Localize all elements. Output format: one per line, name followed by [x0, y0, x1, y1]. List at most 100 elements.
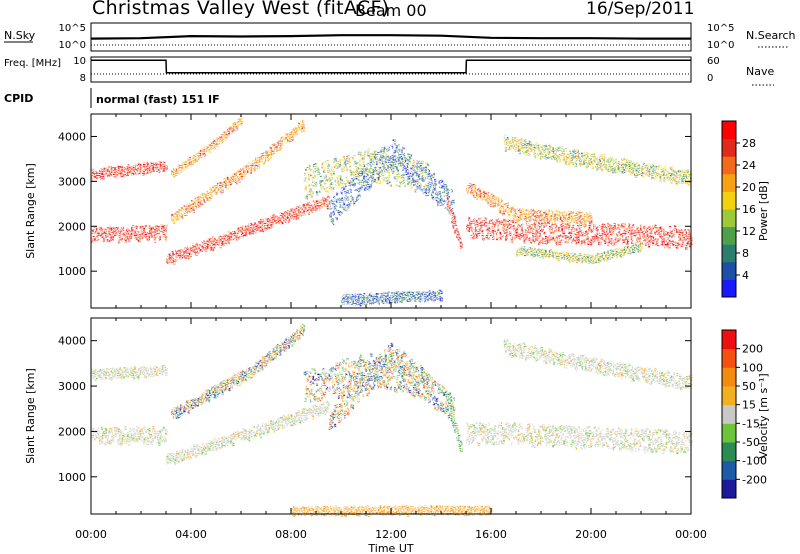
power-scatter-point: [201, 193, 204, 197]
power-scatter-point: [594, 259, 597, 264]
power-scatter-point: [452, 199, 455, 205]
power-scatter-point: [152, 168, 155, 173]
power-scatter-point: [436, 290, 439, 295]
velocity-scatter-point: [159, 369, 162, 373]
velocity-scatter-point: [154, 365, 157, 368]
power-scatter-point: [307, 210, 310, 216]
power-scatter-point: [383, 146, 387, 150]
power-scatter-point: [363, 167, 366, 172]
power-scatter-point: [608, 249, 612, 254]
power-scatter-point: [688, 234, 692, 240]
power-scatter-point: [606, 226, 609, 232]
power-scatter-point: [445, 186, 448, 191]
power-scatter-point: [224, 132, 227, 137]
velocity-scatter-point: [165, 371, 168, 376]
velocity-scatter-point: [149, 440, 152, 443]
power-scatter-point: [379, 300, 382, 303]
power-scatter-point: [507, 219, 510, 225]
power-scatter-point: [112, 172, 115, 177]
power-scatter-point: [558, 158, 562, 164]
power-scatter-point: [503, 134, 506, 140]
power-scatter-point: [436, 192, 439, 195]
velocity-scatter-point: [118, 367, 121, 371]
velocity-scatter-point: [150, 368, 153, 373]
power-scatter-point: [678, 230, 682, 235]
power-scatter-point: [186, 210, 189, 213]
power-scatter-point: [597, 237, 600, 242]
power-scatter-point: [393, 139, 397, 145]
power-scatter-point: [223, 236, 227, 240]
power-scatter-point: [153, 234, 156, 237]
power-scatter-point: [380, 159, 383, 162]
power-scatter-point: [604, 237, 607, 241]
power-scatter-point: [431, 189, 434, 195]
power-scatter-point: [606, 234, 609, 238]
power-scatter-point: [398, 295, 402, 299]
power-scatter-point: [197, 155, 200, 159]
power-scatter-point: [289, 217, 293, 220]
power-scatter-point: [513, 215, 516, 219]
power-scatter-point: [419, 295, 423, 298]
power-scatter-point: [369, 300, 372, 305]
power-scatter-point: [347, 196, 350, 202]
power-scatter-point: [635, 247, 638, 252]
power-scatter-point: [148, 233, 151, 239]
velocity-scatter-point: [145, 369, 148, 372]
power-scatter-point: [488, 226, 491, 230]
power-scatter-point: [137, 162, 140, 166]
power-scatter-point: [501, 202, 504, 205]
velocity-scatter-point: [128, 373, 131, 377]
velocity-scatter-point: [111, 371, 114, 375]
power-scatter-point: [327, 195, 330, 199]
power-scatter-point: [236, 125, 239, 128]
velocity-scatter-point: [146, 441, 149, 446]
power-scatter-point: [650, 230, 653, 236]
power-scatter-point: [639, 241, 643, 245]
power-scatter-point: [114, 167, 118, 172]
power-scatter-point: [185, 164, 188, 169]
power-scatter-point: [414, 298, 417, 302]
power-scatter-point: [661, 166, 664, 170]
power-scatter-point: [185, 246, 188, 249]
power-scatter-point: [589, 157, 592, 161]
power-scatter-point: [572, 224, 575, 227]
power-scatter-point: [479, 217, 482, 221]
power-scatter-point: [348, 182, 351, 187]
power-scatter-point: [379, 152, 382, 156]
power-scatter-point: [151, 232, 154, 238]
velocity-scatter-point: [132, 369, 135, 374]
power-scatter-point: [146, 162, 149, 165]
power-scatter-point: [242, 232, 245, 238]
power-scatter-point: [677, 242, 680, 248]
velocity-scatter-point: [102, 377, 105, 381]
power-scatter-point: [474, 223, 477, 226]
power-scatter-point: [162, 225, 165, 229]
power-scatter-point: [286, 216, 289, 222]
power-scatter-point: [513, 140, 516, 145]
power-scatter-point: [190, 207, 193, 212]
power-scatter-point: [567, 154, 570, 158]
power-scatter-point: [613, 227, 616, 231]
power-scatter-point: [493, 204, 496, 208]
velocity-scatter-point: [174, 456, 177, 460]
power-scatter-point: [551, 210, 554, 214]
power-scatter-point: [427, 168, 430, 173]
power-scatter-point: [447, 195, 450, 199]
power-scatter-point: [242, 170, 245, 174]
power-scatter-point: [547, 213, 550, 218]
freq-tick-top: 10: [73, 56, 86, 67]
velocity-scatter-point: [101, 373, 104, 377]
power-scatter-point: [346, 294, 349, 298]
power-scatter-point: [213, 245, 216, 249]
power-scatter-point: [139, 225, 142, 229]
power-scatter-point: [634, 231, 637, 235]
power-scatter-point: [438, 198, 441, 203]
power-scatter-point: [484, 192, 487, 197]
power-scatter-point: [210, 241, 213, 246]
power-scatter-point: [156, 163, 159, 168]
power-scatter-point: [587, 216, 590, 220]
velocity-scatter-point: [201, 450, 204, 455]
velocity-scatter-point: [116, 368, 119, 372]
power-scatter-point: [106, 171, 109, 175]
power-scatter-point: [346, 191, 349, 195]
